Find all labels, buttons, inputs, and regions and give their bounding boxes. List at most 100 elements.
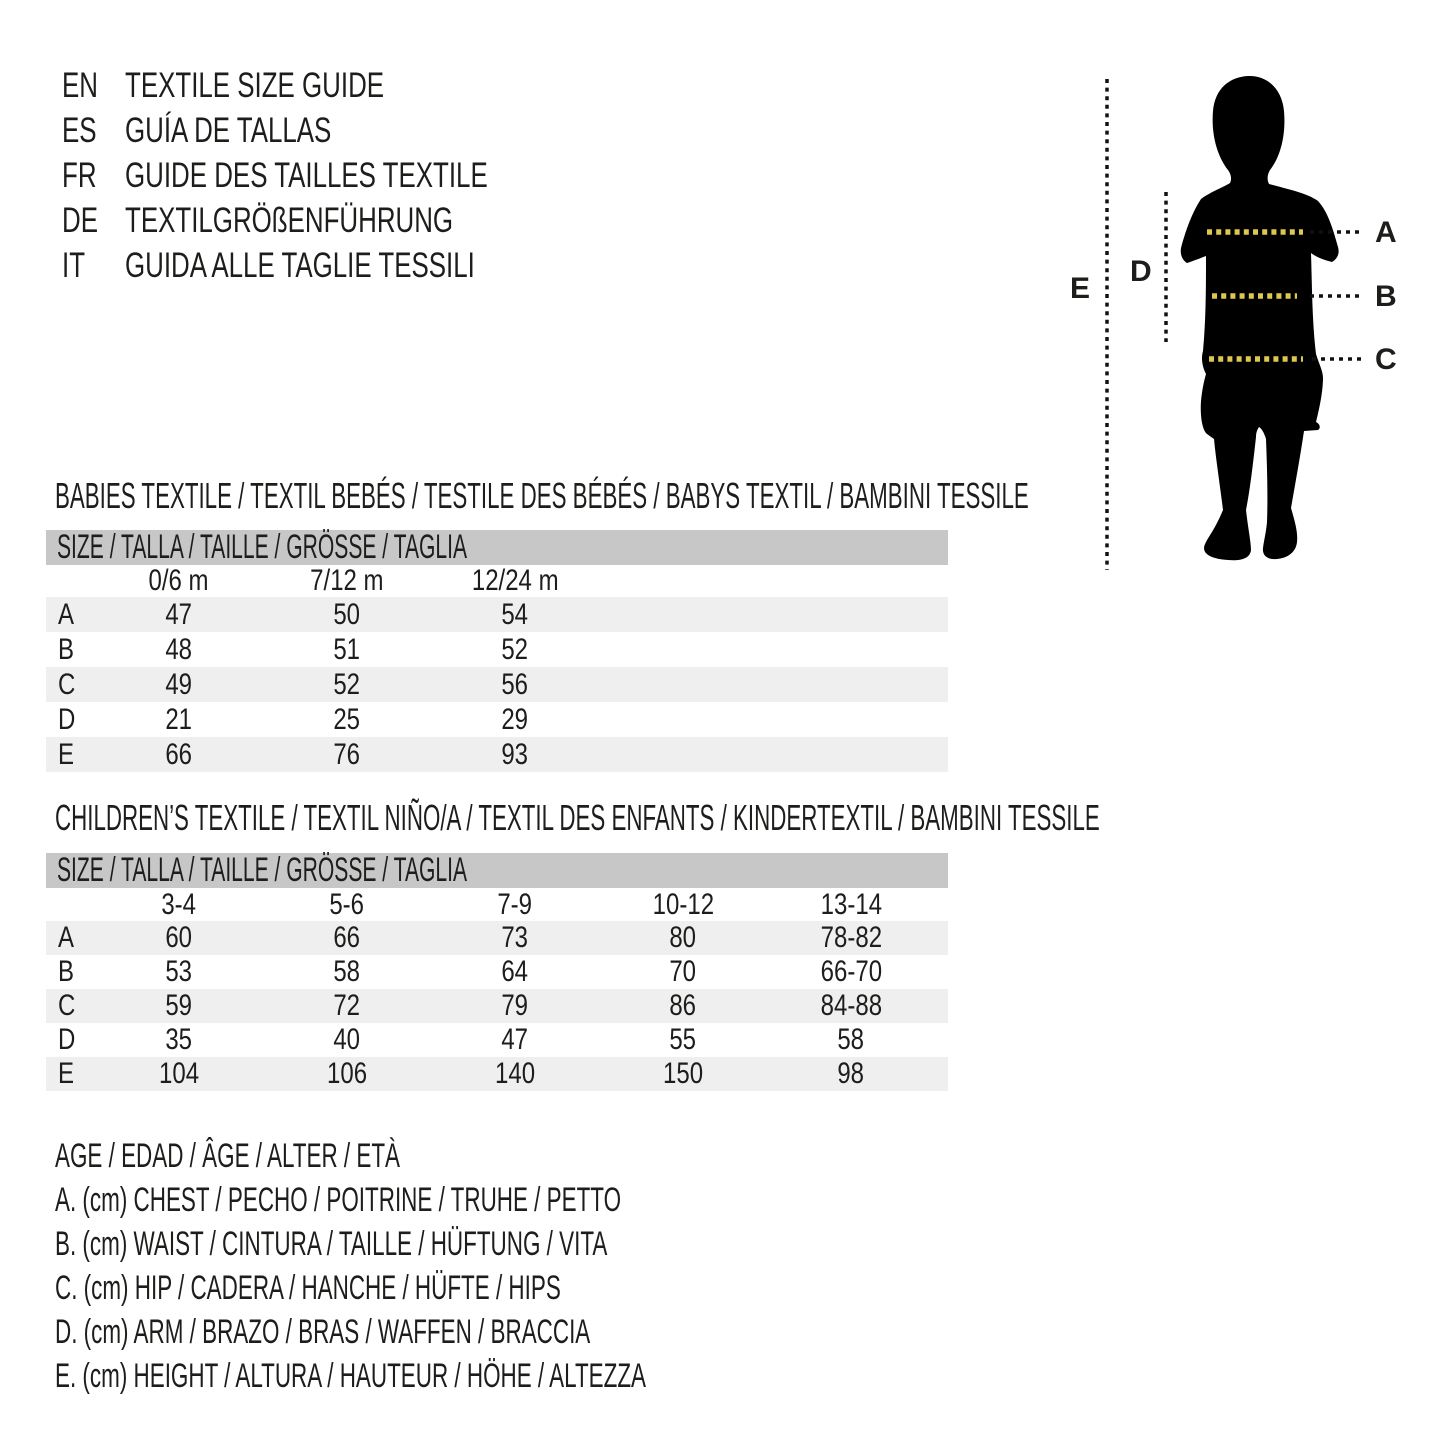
title-en: TEXTILE SIZE GUIDE bbox=[125, 65, 385, 105]
table-cell: 40 bbox=[333, 1023, 361, 1056]
babies-size-table: SIZE / TALLA / TAILLE / GRÖSSE / TAGLIA … bbox=[46, 528, 948, 772]
table-cell: 106 bbox=[326, 1057, 368, 1090]
babies-size-header-bar: SIZE / TALLA / TAILLE / GRÖSSE / TAGLIA bbox=[46, 528, 948, 566]
table-cell: 66-70 bbox=[820, 955, 882, 988]
table-cell: 93 bbox=[501, 737, 529, 771]
row-label: A bbox=[58, 921, 75, 954]
title-de: TEXTILGRÖßENFÜHRUNG bbox=[125, 200, 454, 240]
lang-code-es: ES bbox=[62, 110, 97, 150]
table-cell: 53 bbox=[165, 955, 193, 988]
row-label: B bbox=[58, 955, 75, 988]
language-header: EN TEXTILE SIZE GUIDE ES GUÍA DE TALLAS … bbox=[62, 63, 615, 288]
table-cell: 50 bbox=[333, 597, 361, 631]
table-cell: 80 bbox=[669, 921, 697, 954]
children-col-2: 7-9 bbox=[497, 887, 533, 921]
table-cell: 35 bbox=[165, 1023, 193, 1056]
table-row: A 47 50 54 bbox=[46, 597, 948, 632]
table-cell: 79 bbox=[501, 989, 529, 1022]
measure-label-b: B bbox=[1375, 280, 1397, 313]
legend-line-chest: A. (cm) CHEST / PECHO / POITRINE / TRUHE… bbox=[55, 1180, 622, 1219]
children-col-4: 13-14 bbox=[820, 887, 882, 921]
measurement-figure: E D A B C bbox=[1070, 75, 1397, 570]
measure-label-d: D bbox=[1130, 255, 1152, 288]
row-label: D bbox=[58, 702, 76, 736]
table-cell: 66 bbox=[165, 737, 193, 771]
table-row: D 21 25 29 bbox=[46, 702, 948, 737]
children-size-header-bar: SIZE / TALLA / TAILLE / GRÖSSE / TAGLIA bbox=[46, 851, 948, 889]
row-label: E bbox=[58, 1057, 75, 1090]
table-row: B 48 51 52 bbox=[46, 632, 948, 667]
lang-code-de: DE bbox=[62, 200, 98, 240]
babies-col-0: 0/6 m bbox=[148, 564, 210, 597]
legend-line-arm: D. (cm) ARM / BRAZO / BRAS / WAFFEN / BR… bbox=[55, 1312, 591, 1351]
table-cell: 78-82 bbox=[820, 921, 882, 954]
row-label: E bbox=[58, 737, 75, 771]
measure-label-e: E bbox=[1070, 272, 1090, 305]
title-it: GUIDA ALLE TAGLIE TESSILI bbox=[125, 245, 475, 285]
table-row: B 53 58 64 70 66-70 bbox=[46, 955, 948, 989]
babies-col-2: 12/24 m bbox=[471, 564, 559, 597]
header-line-es: ES GUÍA DE TALLAS bbox=[62, 108, 615, 153]
table-cell: 58 bbox=[837, 1023, 865, 1056]
table-cell: 48 bbox=[165, 632, 193, 666]
legend-line-waist: B. (cm) WAIST / CINTURA / TAILLE / HÜFTU… bbox=[55, 1224, 608, 1263]
table-cell: 21 bbox=[165, 702, 193, 736]
table-cell: 59 bbox=[165, 989, 193, 1022]
child-silhouette bbox=[1180, 75, 1339, 561]
table-cell: 52 bbox=[501, 632, 529, 666]
table-cell: 54 bbox=[501, 597, 529, 631]
lang-code-en: EN bbox=[62, 65, 98, 105]
table-cell: 98 bbox=[837, 1057, 865, 1090]
header-line-it: IT GUIDA ALLE TAGLIE TESSILI bbox=[62, 243, 615, 288]
children-col-1: 5-6 bbox=[329, 887, 365, 921]
table-cell: 73 bbox=[501, 921, 529, 954]
row-label: C bbox=[58, 989, 76, 1022]
table-cell: 72 bbox=[333, 989, 361, 1022]
header-line-de: DE TEXTILGRÖßENFÜHRUNG bbox=[62, 198, 615, 243]
table-cell: 51 bbox=[333, 632, 361, 666]
table-row: E 66 76 93 bbox=[46, 737, 948, 772]
row-label: B bbox=[58, 632, 75, 666]
table-row: C 49 52 56 bbox=[46, 667, 948, 702]
children-column-header-row: 3-4 5-6 7-9 10-12 13-14 bbox=[46, 888, 948, 921]
table-cell: 49 bbox=[165, 667, 193, 701]
babies-section-heading: BABIES TEXTILE / TEXTIL BEBÉS / TESTILE … bbox=[55, 475, 1029, 516]
legend-line-hip: C. (cm) HIP / CADERA / HANCHE / HÜFTE / … bbox=[55, 1268, 561, 1307]
row-label: A bbox=[58, 597, 75, 631]
measure-label-a: A bbox=[1375, 216, 1397, 249]
lang-code-it: IT bbox=[62, 245, 86, 285]
table-cell: 58 bbox=[333, 955, 361, 988]
children-col-3: 10-12 bbox=[652, 887, 714, 921]
table-cell: 47 bbox=[501, 1023, 529, 1056]
children-col-0: 3-4 bbox=[161, 887, 197, 921]
children-section-heading: CHILDREN’S TEXTILE / TEXTIL NIÑO/A / TEX… bbox=[55, 797, 1100, 838]
table-cell: 84-88 bbox=[820, 989, 882, 1022]
table-cell: 55 bbox=[669, 1023, 697, 1056]
row-label: D bbox=[58, 1023, 76, 1056]
table-cell: 25 bbox=[333, 702, 361, 736]
table-cell: 76 bbox=[333, 737, 361, 771]
legend-line-age: AGE / EDAD / ÂGE / ALTER / ETÀ bbox=[55, 1136, 401, 1175]
table-cell: 140 bbox=[494, 1057, 536, 1090]
legend-line-height: E. (cm) HEIGHT / ALTURA / HAUTEUR / HÖHE… bbox=[55, 1356, 647, 1395]
table-cell: 47 bbox=[165, 597, 193, 631]
measure-label-c: C bbox=[1375, 343, 1397, 376]
table-cell: 104 bbox=[158, 1057, 200, 1090]
babies-column-header-row: 0/6 m 7/12 m 12/24 m bbox=[46, 564, 948, 597]
babies-col-1: 7/12 m bbox=[310, 564, 384, 597]
children-size-table: SIZE / TALLA / TAILLE / GRÖSSE / TAGLIA … bbox=[46, 851, 948, 1091]
table-cell: 56 bbox=[501, 667, 529, 701]
row-label: C bbox=[58, 667, 76, 701]
table-cell: 150 bbox=[662, 1057, 704, 1090]
table-row: A 60 66 73 80 78-82 bbox=[46, 921, 948, 955]
lang-code-fr: FR bbox=[62, 155, 97, 195]
table-cell: 60 bbox=[165, 921, 193, 954]
table-cell: 64 bbox=[501, 955, 529, 988]
table-row: E 104 106 140 150 98 bbox=[46, 1057, 948, 1091]
table-cell: 52 bbox=[333, 667, 361, 701]
table-cell: 86 bbox=[669, 989, 697, 1022]
table-cell: 66 bbox=[333, 921, 361, 954]
header-line-fr: FR GUIDE DES TAILLES TEXTILE bbox=[62, 153, 615, 198]
measurement-legend: AGE / EDAD / ÂGE / ALTER / ETÀ A. (cm) C… bbox=[55, 1134, 950, 1398]
